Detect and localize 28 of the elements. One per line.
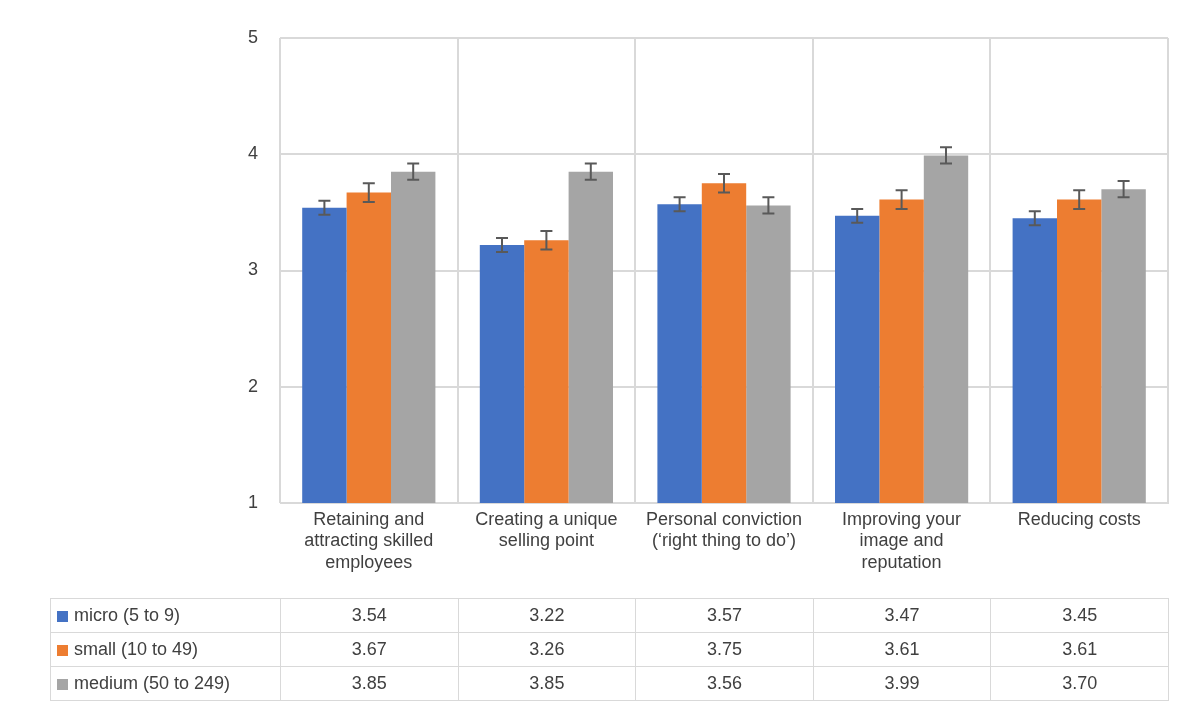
- data-label: 3.22: [458, 598, 636, 633]
- data-label: 3.85: [280, 666, 459, 701]
- data-label: 3.47: [813, 598, 991, 633]
- x-tick-label: Retaining and attracting skilled employees: [304, 508, 434, 572]
- data-label: 3.61: [813, 632, 991, 667]
- data-label: 3.56: [635, 666, 814, 701]
- data-label: 3.54: [280, 598, 459, 633]
- x-tick-label: Personal conviction (‘right thing to do’): [645, 508, 803, 551]
- y-tick-label: 3: [247, 259, 258, 280]
- x-tick-label: Creating a unique selling point: [475, 508, 618, 551]
- data-label: 3.57: [635, 598, 814, 633]
- legend-label: small (10 to 49): [50, 632, 281, 667]
- legend-label: micro (5 to 9): [50, 598, 281, 633]
- y-tick-label: 1: [247, 491, 258, 512]
- legend-label: medium (50 to 249): [50, 666, 281, 701]
- y-tick-label: 5: [247, 26, 258, 47]
- data-label: 3.26: [458, 632, 636, 667]
- y-tick-label: 4: [247, 143, 258, 164]
- data-label: 3.70: [990, 666, 1169, 701]
- y-tick-label: 2: [247, 375, 258, 396]
- data-label: 3.85: [458, 666, 636, 701]
- x-tick-label: Reducing costs: [1017, 508, 1141, 529]
- data-label: 3.99: [813, 666, 991, 701]
- x-tick-label: Improving your image and reputation: [842, 508, 962, 572]
- data-label: 3.45: [990, 598, 1169, 633]
- data-label: 3.67: [280, 632, 459, 667]
- data-label: 3.61: [990, 632, 1169, 667]
- data-label: 3.75: [635, 632, 814, 667]
